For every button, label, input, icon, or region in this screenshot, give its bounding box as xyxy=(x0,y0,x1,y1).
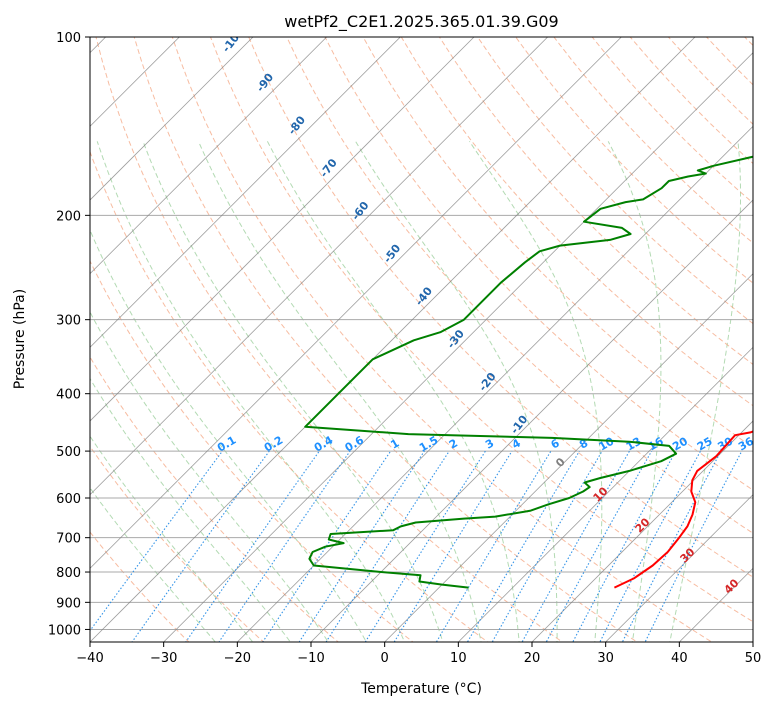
isotherm-line xyxy=(90,37,475,422)
x-tick-label: 40 xyxy=(671,651,688,666)
x-axis-label: Temperature (°C) xyxy=(360,681,482,697)
mixing-ratio-line xyxy=(521,450,630,642)
dry-adiabat-line xyxy=(171,37,713,642)
y-tick-label: 800 xyxy=(56,566,81,581)
isotherm-line xyxy=(163,52,753,642)
isotherm-line xyxy=(90,37,401,348)
y-tick-label: 600 xyxy=(56,492,81,507)
moist-adiabat-line xyxy=(90,435,254,642)
dry-adiabat-line xyxy=(133,37,638,642)
x-tick-label: 0 xyxy=(381,651,389,666)
isotherm-line xyxy=(90,37,180,127)
mixing-ratio-line xyxy=(325,450,450,642)
mixing-ratio-line xyxy=(218,450,351,642)
mixing-ratio-line xyxy=(364,450,486,642)
moist-adiabat-line xyxy=(266,141,520,642)
isobars xyxy=(90,37,753,630)
x-tick-label: −30 xyxy=(150,651,177,666)
profile-series xyxy=(304,155,753,589)
dry-adiabat-line xyxy=(90,445,265,642)
isotherm-line xyxy=(531,420,753,642)
moist-adiabat-line xyxy=(669,141,741,642)
x-tick-label: −40 xyxy=(76,651,103,666)
mixing-ratio-line xyxy=(466,450,580,642)
mixing-ratio-line xyxy=(298,450,425,642)
y-tick-label: 200 xyxy=(56,209,81,224)
mixing-ratio-line xyxy=(644,450,743,642)
y-tick-label: 300 xyxy=(56,314,81,329)
isotherm-line xyxy=(236,125,753,642)
temperature-line xyxy=(613,430,753,589)
chart-title: wetPf2_C2E1.2025.365.01.39.G09 xyxy=(284,12,558,32)
isotherm-line xyxy=(384,273,753,642)
mixing-ratio-line xyxy=(393,450,513,642)
isotherm-line xyxy=(605,494,753,642)
mixing-ratio-label: 36 xyxy=(736,434,756,453)
x-tick-label: −20 xyxy=(224,651,251,666)
dry-adiabat-line xyxy=(90,259,414,642)
x-tick-label: 10 xyxy=(450,651,467,666)
mixing-ratio-line xyxy=(435,450,552,642)
moist-adiabat-line xyxy=(90,377,291,642)
y-tick-label: 100 xyxy=(56,31,81,46)
mixing-ratio-line xyxy=(599,450,701,642)
x-tick-label: 50 xyxy=(745,651,762,666)
moist-adiabat-line xyxy=(96,141,406,642)
dry-adiabat-line xyxy=(362,37,753,449)
mixing-ratio-lines xyxy=(90,450,743,642)
x-tick-label: 30 xyxy=(597,651,614,666)
isotherm-line xyxy=(90,37,696,642)
dry-adiabat-line xyxy=(209,37,753,623)
mixing-ratio-line xyxy=(185,450,320,642)
y-tick-label: 700 xyxy=(56,532,81,547)
moist-adiabat-line xyxy=(197,141,482,642)
isotherm-line xyxy=(90,37,328,275)
plot-area: 0.1 0.2 0.4 0.6 1 1.5 2 3 4 6 8 10 13 16 20 25 30 36 -100… xyxy=(90,37,756,642)
moist-adiabat-line xyxy=(90,228,367,642)
isotherm-line xyxy=(90,37,254,201)
isotherm-line xyxy=(90,37,622,569)
moist-adiabat-line xyxy=(142,141,444,642)
dry-adiabat-line xyxy=(90,531,190,642)
isotherms xyxy=(90,37,753,642)
mixing-ratio-line xyxy=(90,450,223,632)
dry-adiabat-line xyxy=(400,37,753,407)
isotherm-line xyxy=(457,346,753,642)
dry-adiabat-line xyxy=(95,37,564,642)
y-tick-label: 500 xyxy=(56,445,81,460)
y-axis-label: Pressure (hPa) xyxy=(12,289,28,389)
mixing-ratio-line xyxy=(491,450,603,642)
isotherm-line xyxy=(310,199,753,642)
moist-adiabat-line xyxy=(90,310,329,642)
dewpoint-line xyxy=(304,155,753,589)
x-tick-label: 20 xyxy=(524,651,541,666)
dry-adiabat-line xyxy=(477,37,753,325)
mixing-ratio-line xyxy=(621,450,722,642)
dry-adiabat-line xyxy=(515,37,753,284)
y-tick-label: 400 xyxy=(56,388,81,403)
y-axis: 1000 900 800 700 600 500 400 300 200 100 xyxy=(48,31,90,638)
isotherm-line xyxy=(90,37,549,496)
x-axis: −40 −30 −20 −10 0 10 20 30 40 50 xyxy=(76,642,761,666)
moist-adiabat-line xyxy=(468,141,603,642)
y-tick-label: 900 xyxy=(56,596,81,611)
mixing-ratio-line xyxy=(262,450,392,642)
moist-adiabat-line xyxy=(355,141,558,642)
dry-adiabat-line xyxy=(248,37,753,578)
x-tick-label: −10 xyxy=(297,651,324,666)
plot-frame xyxy=(89,36,754,643)
y-tick-label: 1000 xyxy=(48,623,81,638)
